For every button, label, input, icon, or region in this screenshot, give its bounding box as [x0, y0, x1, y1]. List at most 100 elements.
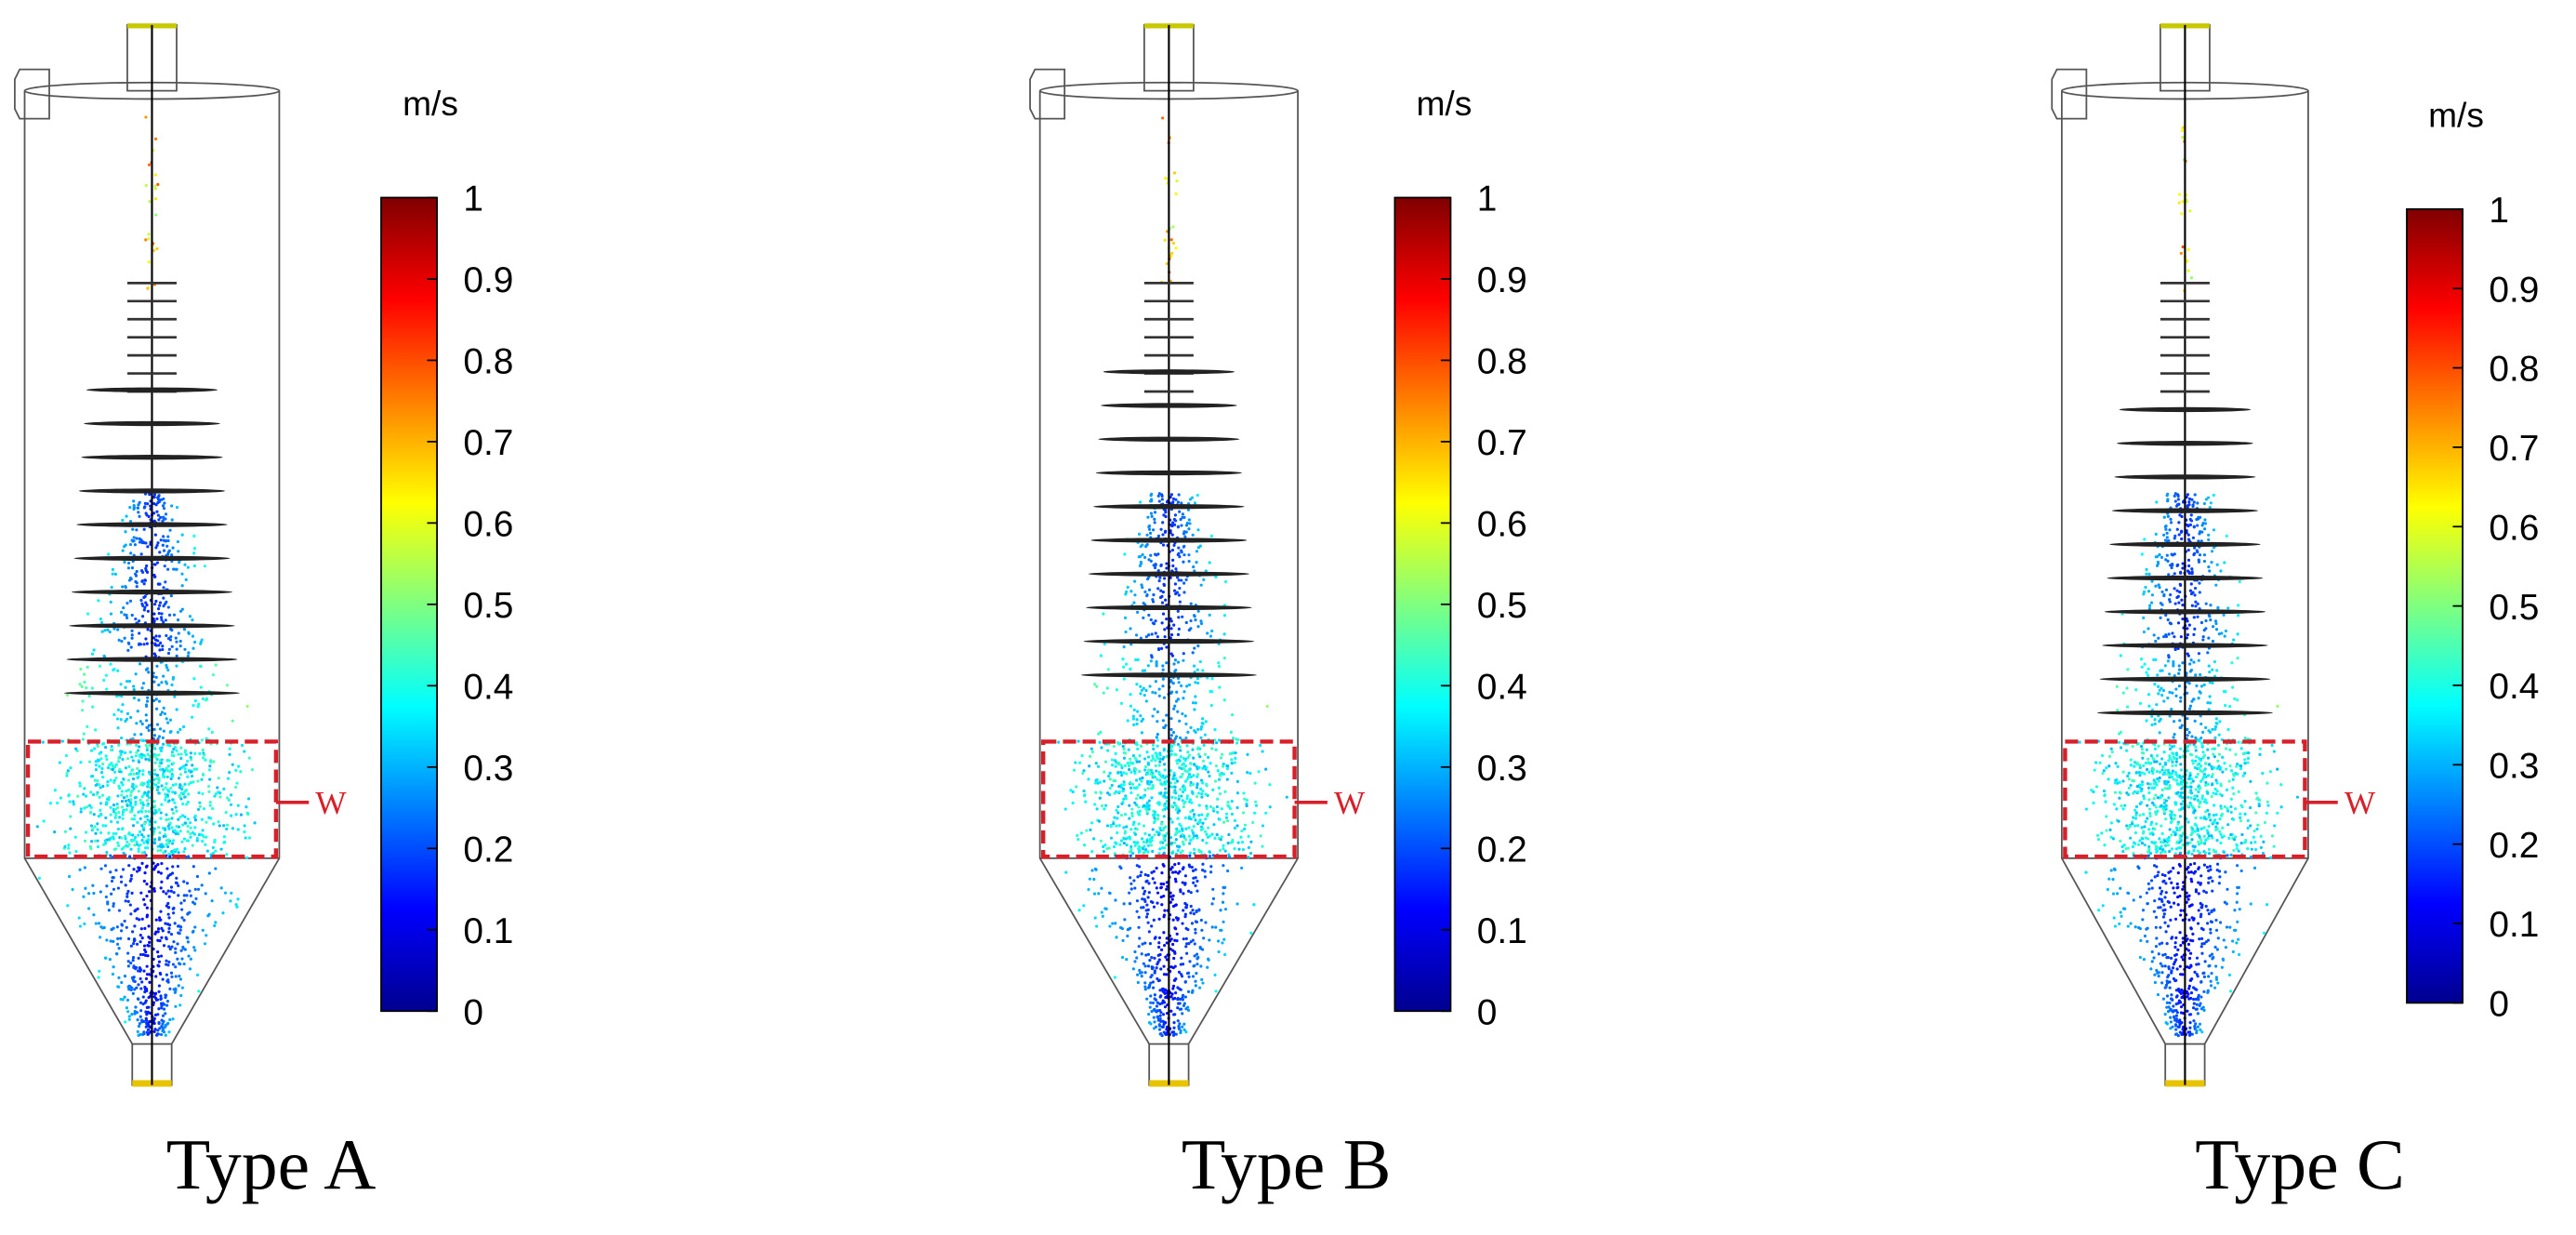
particle — [1208, 850, 1211, 854]
particle — [2188, 978, 2192, 982]
particle — [2160, 686, 2163, 690]
particle — [2190, 567, 2194, 571]
particle — [2105, 829, 2108, 832]
particle — [1164, 598, 1168, 602]
particle — [103, 629, 107, 632]
particle — [1160, 594, 1164, 598]
particle — [68, 800, 72, 803]
particle — [96, 839, 99, 843]
particle — [105, 938, 109, 942]
particle — [2134, 813, 2138, 817]
particle — [152, 573, 156, 577]
particle — [1188, 762, 1193, 765]
particle — [2108, 828, 2112, 831]
particle — [153, 197, 158, 201]
particle — [198, 801, 202, 804]
particle — [126, 778, 130, 782]
particle — [125, 616, 129, 619]
particle — [152, 734, 157, 737]
particle — [2209, 701, 2213, 705]
particle — [169, 971, 174, 975]
particle — [1183, 874, 1187, 878]
particle — [112, 965, 115, 969]
particle — [1223, 952, 1227, 957]
particle — [79, 807, 83, 811]
particle — [2175, 882, 2179, 886]
particle — [165, 937, 168, 941]
particle — [1125, 590, 1129, 594]
particle — [90, 840, 94, 843]
particle — [100, 793, 105, 797]
particle — [2246, 826, 2250, 830]
particle — [1150, 492, 1154, 496]
particle — [1150, 956, 1154, 960]
particle — [1181, 772, 1184, 777]
particle — [1171, 997, 1175, 1001]
particle — [152, 698, 156, 703]
particle — [204, 892, 207, 896]
particle — [189, 835, 192, 839]
particle — [2161, 915, 2166, 919]
particle — [2155, 564, 2160, 567]
particle — [131, 527, 135, 531]
particle — [134, 579, 138, 584]
particle — [2204, 904, 2208, 909]
particle — [2201, 750, 2205, 754]
particle — [138, 662, 142, 666]
particle — [1196, 795, 1199, 799]
particle — [177, 931, 180, 935]
particle — [2147, 572, 2151, 576]
particle — [2188, 1021, 2192, 1025]
particle — [2206, 756, 2211, 760]
particle — [144, 1010, 148, 1014]
particle — [107, 909, 111, 912]
particle — [139, 934, 142, 937]
particle — [1116, 771, 1120, 775]
particle — [1147, 799, 1151, 803]
particle — [1140, 583, 1143, 587]
particle — [1183, 764, 1187, 768]
particle — [208, 801, 212, 804]
particle — [1157, 492, 1161, 496]
disk — [1083, 638, 1255, 644]
particle — [1201, 981, 1205, 985]
particle — [2169, 593, 2173, 597]
particle — [156, 963, 160, 967]
particle — [1156, 534, 1161, 538]
particle — [207, 768, 212, 772]
particle — [1137, 925, 1141, 929]
particle — [1153, 813, 1156, 817]
particle — [1179, 851, 1182, 855]
particle — [1226, 803, 1230, 807]
particle — [119, 936, 123, 940]
particle — [2133, 925, 2137, 929]
particle — [2193, 970, 2197, 974]
particle — [82, 895, 86, 898]
disk — [1088, 571, 1249, 577]
particle — [2202, 942, 2206, 946]
particle — [98, 795, 101, 799]
particle — [2177, 1025, 2181, 1029]
particle — [1214, 748, 1218, 751]
particle — [1209, 703, 1213, 708]
particle — [2219, 765, 2223, 770]
particle — [2229, 804, 2233, 809]
particle — [113, 807, 118, 811]
particle — [1182, 762, 1185, 765]
particle — [1133, 843, 1137, 847]
particle — [129, 772, 133, 776]
particle — [2216, 743, 2221, 747]
particle — [1155, 662, 1158, 666]
particle — [138, 537, 141, 540]
particle — [244, 836, 247, 840]
particle — [122, 605, 125, 610]
particle — [1209, 804, 1213, 808]
particle — [1178, 555, 1182, 559]
particle — [1162, 864, 1166, 868]
particle — [138, 830, 142, 834]
particle — [2265, 811, 2268, 815]
particle — [1077, 909, 1081, 912]
particle — [2158, 776, 2161, 780]
particle — [2152, 782, 2156, 786]
particle — [2220, 631, 2224, 635]
